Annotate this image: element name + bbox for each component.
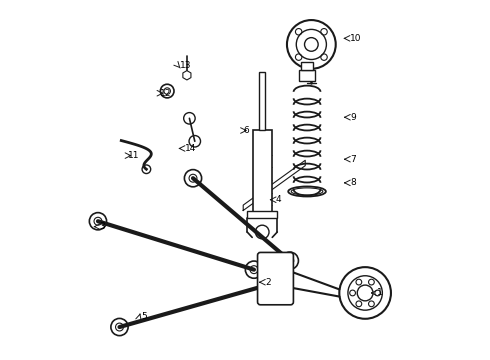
Text: 14: 14 (185, 144, 196, 153)
Bar (259, 72, 266, 130)
Polygon shape (183, 71, 191, 80)
Polygon shape (243, 160, 305, 211)
Text: 11: 11 (128, 151, 140, 160)
Text: 10: 10 (350, 34, 361, 43)
FancyBboxPatch shape (258, 252, 294, 305)
Text: 4: 4 (276, 195, 281, 204)
Text: 5: 5 (141, 312, 147, 321)
Bar (301, 62, 313, 70)
Text: 8: 8 (350, 178, 356, 187)
Text: 6: 6 (244, 126, 249, 135)
Text: 12: 12 (160, 89, 172, 98)
Text: 9: 9 (350, 113, 356, 122)
Bar (247, 211, 277, 218)
Text: 1: 1 (377, 288, 383, 297)
Bar (253, 130, 271, 212)
Text: 7: 7 (350, 155, 356, 164)
Text: 3: 3 (100, 222, 105, 231)
Text: 13: 13 (180, 62, 192, 71)
Bar (299, 70, 315, 81)
Text: 2: 2 (265, 278, 270, 287)
